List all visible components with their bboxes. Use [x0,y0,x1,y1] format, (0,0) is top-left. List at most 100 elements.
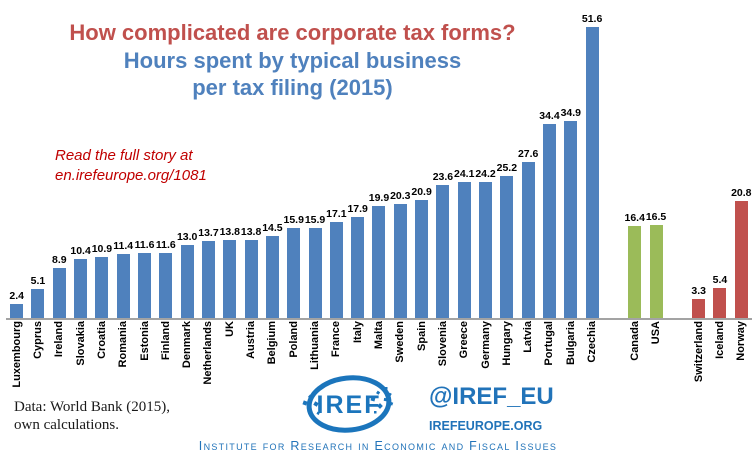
data-source-line1: Data: World Bank (2015), [14,399,170,415]
bar-hungary [500,176,514,318]
bar-slot: 15.9 [304,27,325,318]
bar-slot: 20.9 [411,27,432,318]
bar-ireland [52,268,66,318]
bar-belgium [265,236,279,318]
x-label-slot: Netherlands [198,320,219,412]
bar-malta [372,206,386,318]
bar-slot: 10.4 [70,27,91,318]
bar-bulgaria [564,121,578,318]
bar-germany [479,182,493,318]
bar-value-label: 25.2 [496,162,518,174]
bar-value-label: 20.3 [390,190,411,202]
x-axis-label-canada: Canada [628,321,641,361]
bar-slot: 20.8 [731,27,752,318]
iref-logo-sparkles [302,387,394,415]
bar-value-label: 15.9 [283,214,304,226]
bar-value-label: 16.4 [624,212,645,224]
bar-cyprus [31,289,45,318]
x-label-slot: Czechia [581,320,602,412]
bar-slot: 5.1 [27,27,48,318]
bar-slot: 13.8 [219,27,240,318]
bar-slot: 3.3 [688,27,709,318]
bar-value-label: 11.4 [113,240,134,252]
x-axis-label-usa: USA [650,321,663,345]
x-axis-label-romania: Romania [117,321,130,368]
bar-norway [734,201,748,318]
chart-subtitle-line1: Hours spent by typical business [123,47,462,73]
bar-slot: 11.4 [113,27,134,318]
x-axis-label-switzerland: Switzerland [692,321,705,383]
bar-finland [159,253,173,318]
x-axis-label-netherlands: Netherlands [202,321,215,385]
bar-value-label: 13.8 [240,226,262,238]
bar-value-label: 8.9 [51,254,67,266]
read-full-story-note: Read the full story at en.irefeurope.org… [55,146,207,187]
x-axis-label-luxembourg: Luxembourg [10,321,23,388]
bar-slot: 13.7 [198,27,219,318]
bar-gap [667,27,688,318]
bar-value-label: 16.5 [645,211,667,223]
x-axis-label-croatia: Croatia [95,321,108,359]
bar-slot: 34.9 [560,27,581,318]
bar-value-label: 13.7 [198,227,219,239]
x-axis-label-iceland: Iceland [713,321,726,359]
x-label-gap [603,320,624,412]
bar-slovenia [436,185,450,318]
bar-value-label: 11.6 [134,239,155,251]
bar-slot: 23.6 [432,27,453,318]
bar-value-label: 23.6 [432,171,454,183]
bar-iceland [713,288,727,318]
iref-logo: IREF [302,375,394,433]
bar-slot: 11.6 [134,27,155,318]
bar-slot: 10.9 [91,27,112,318]
bar-value-label: 24.1 [454,168,475,180]
x-axis-label-cyprus: Cyprus [31,321,44,359]
x-label-slot: Austria [240,320,261,412]
x-label-slot: Denmark [177,320,198,412]
website-url[interactable]: IREFEUROPE.ORG [429,419,543,433]
bar-value-label: 51.6 [581,13,603,25]
x-axis-label-uk: UK [223,321,236,337]
bar-slot: 27.6 [518,27,539,318]
bar-switzerland [692,299,706,318]
bar-slot: 13.8 [240,27,261,318]
data-source-line2: own calculations. [14,417,119,433]
bar-greece [457,182,471,318]
bar-slot: 17.1 [326,27,347,318]
x-axis-label-austria: Austria [245,321,258,359]
x-axis-label-belgium: Belgium [266,321,279,365]
chart-title: How complicated are corporate tax forms?… [20,19,565,102]
x-axis-label-estonia: Estonia [138,321,151,361]
bar-portugal [542,124,556,318]
bar-czechia [585,27,599,318]
x-axis-label-finland: Finland [159,321,172,361]
chart-subtitle-line2: per tax filing (2015) [192,75,393,101]
bar-canada [628,226,642,318]
bar-value-label: 20.9 [411,186,432,198]
bar-slot: 13.0 [177,27,198,318]
bar-sweden [393,204,407,318]
bar-slot: 51.6 [581,13,602,318]
twitter-handle[interactable]: @IREF_EU [429,383,554,410]
bar-slot: 16.4 [624,27,645,318]
bar-lithuania [308,228,322,318]
data-source-note: Data: World Bank (2015), own calculation… [14,398,170,434]
bar-slot: 24.1 [454,27,475,318]
bar-value-label: 20.8 [731,187,752,199]
bar-value-label: 10.9 [91,243,113,255]
bar-slot: 24.2 [475,27,496,318]
bar-slot: 14.5 [262,27,283,318]
bar-slot: 17.9 [347,27,368,318]
plot-area: 2.4 5.1 8.9 10.4 10.9 11.4 11.6 11.6 13.0 13.7 13.… [6,13,752,320]
x-axis-label-czechia: Czechia [586,321,599,363]
bar-value-label: 34.4 [539,110,560,122]
bar-value-label: 34.9 [560,107,581,119]
bar-slovakia [74,259,88,318]
bar-slot: 25.2 [496,27,517,318]
x-axis-label-bulgaria: Bulgaria [564,321,577,366]
read-full-story-url[interactable]: en.irefeurope.org/1081 [55,167,207,185]
bar-slot: 20.3 [390,27,411,318]
bar-value-label: 27.6 [517,148,539,160]
bar-france [329,222,343,318]
